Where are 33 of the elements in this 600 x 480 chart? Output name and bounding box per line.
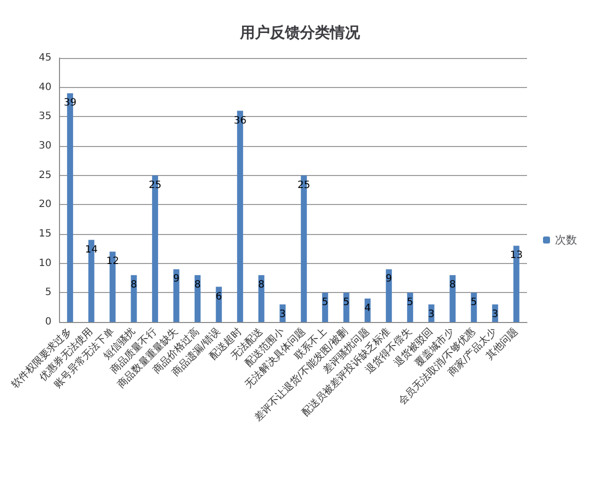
y-tick-label: 35 [38,111,52,122]
bar [173,269,180,322]
y-tick-label: 40 [38,82,52,93]
y-tick-label: 5 [45,287,52,298]
data-label: 5 [343,297,350,308]
y-tick-label: 0 [45,316,52,328]
y-tick-label: 30 [38,140,52,152]
y-tick-label: 25 [38,170,52,181]
data-label: 8 [130,280,138,291]
y-tick-label: 20 [38,199,52,210]
legend-label: 次数 [555,234,577,246]
data-label: 8 [449,280,456,291]
data-label: 12 [106,256,119,268]
y-tick-label: 15 [38,228,52,240]
data-label: 5 [322,297,328,308]
data-label: 6 [216,291,222,302]
data-label: 9 [173,274,180,285]
y-tick-label: 10 [38,258,52,269]
data-label: 14 [84,244,98,256]
data-label: 3 [428,308,435,320]
data-label: 4 [364,303,371,314]
data-label: 8 [194,280,201,291]
data-label: 8 [258,280,265,291]
data-label: 3 [279,308,286,320]
data-label: 5 [470,297,478,308]
data-label: 5 [406,297,414,308]
bar [450,275,456,322]
data-label: 9 [386,274,392,285]
chart-title: 用户反馈分类情况 [239,24,361,42]
data-label: 3 [492,308,498,320]
bar [386,269,392,322]
y-tick-label: 45 [38,52,52,64]
bar [194,275,201,322]
